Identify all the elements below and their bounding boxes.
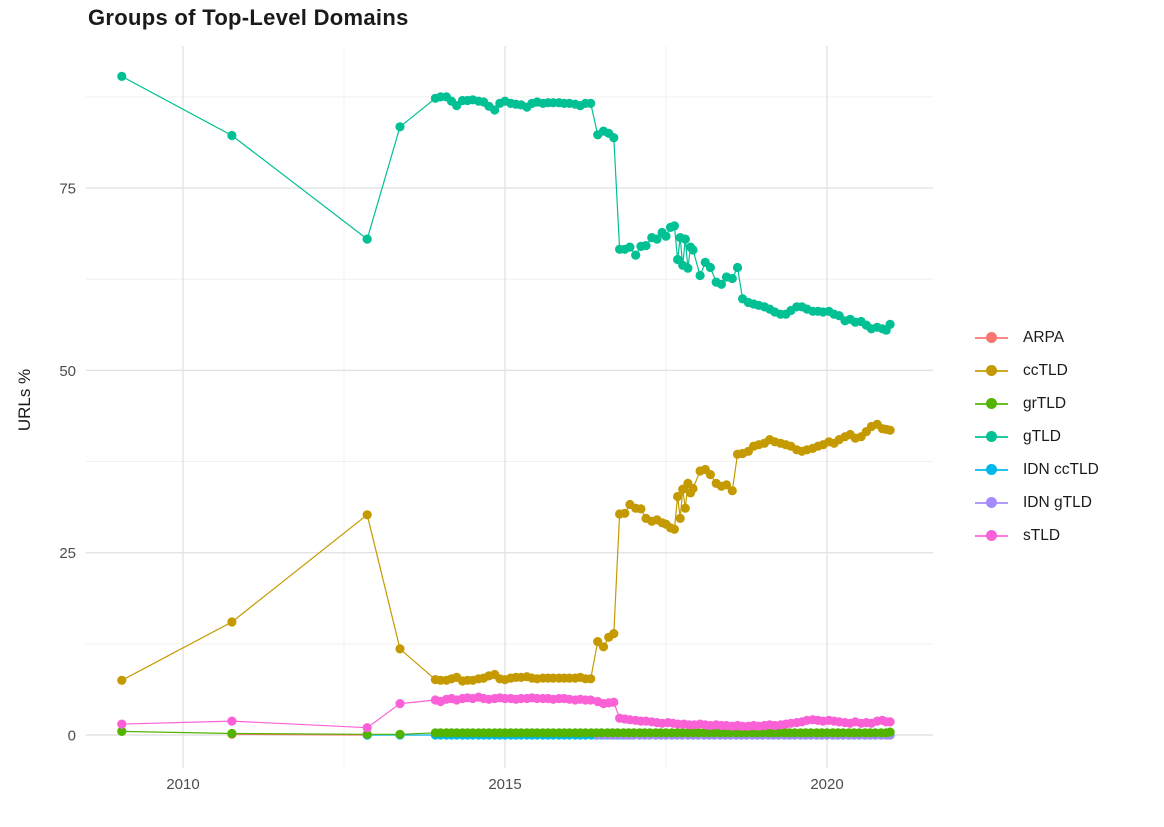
legend-label: sTLD [1023,526,1061,544]
legend-label: grTLD [1023,394,1067,412]
legend-item-gtld: gTLD [975,420,1099,453]
y-tick-label: 0 [68,728,76,745]
legend-item-cctld: ccTLD [975,354,1099,387]
series-point-cctld [673,491,683,502]
series-point-gtld [490,105,500,115]
legend-label: ARPA [1023,328,1065,346]
series-point-gtld [631,250,641,260]
legend-label: gTLD [1023,427,1061,445]
series-point-cctld [885,425,895,435]
series-point-cctld [620,508,630,518]
legend-item-idn-cctld: IDN ccTLD [975,453,1099,486]
series-point-gtld [609,133,619,143]
series-point-cctld [395,644,405,654]
series-point-gtld [680,234,690,244]
series-point-cctld [598,642,609,652]
series-point-stld [586,695,596,705]
legend-item-grtld: grTLD [975,387,1099,420]
series-point-stld [117,719,127,729]
series-point-cctld [362,510,372,520]
series-point-grtld [885,727,895,737]
legend-key-icon [975,463,1008,476]
series-point-grtld [117,726,127,737]
series-point-cctld [227,617,237,627]
x-tick-label: 2010 [166,776,199,793]
series-point-stld [227,716,237,726]
series-point-cctld [721,480,732,490]
series-point-gtld [669,221,680,231]
series-point-cctld [705,470,716,480]
legend-key-dot [986,332,997,343]
series-point-cctld [675,513,685,524]
series-point-cctld [609,629,619,639]
series-point-gtld [117,71,127,81]
legend-key-icon [975,529,1008,542]
legend-label: IDN gTLD [1023,493,1092,511]
series-point-gtld [732,262,743,273]
series-point-gtld [227,130,237,141]
legend-key-icon [975,397,1008,410]
series-point-cctld [586,674,596,684]
series-point-stld [609,697,619,707]
series-point-gtld [586,98,596,108]
series-point-gtld [705,262,716,273]
series-point-grtld [395,729,405,739]
legend-item-arpa: ARPA [975,321,1099,354]
series-point-gtld [688,245,698,255]
series-point-cctld [636,504,646,514]
series-point-grtld [362,729,372,739]
y-tick-label: 25 [59,545,76,562]
series-line-gtld [121,75,891,331]
series-point-gtld [695,270,705,281]
y-tick-label: 50 [59,363,76,380]
legend-key-dot [986,464,997,475]
series-point-grtld [227,728,237,739]
legend-key-icon [975,331,1008,344]
legend-item-idn-gtld: IDN gTLD [975,486,1099,519]
legend-key-icon [975,430,1008,443]
x-tick-label: 2020 [810,776,843,793]
legend-label: IDN ccTLD [1023,460,1099,478]
y-tick-label: 75 [59,181,76,198]
x-tick-label: 2015 [488,776,521,793]
series-point-gtld [641,241,651,251]
legend-key-dot [986,431,997,442]
series-point-stld [395,699,405,709]
legend: ARPA ccTLD grTLD gTLD IDN ccTLD IDN gTLD sTLD [975,321,1099,552]
series-point-gtld [625,242,635,252]
series-point-cctld [688,483,698,494]
series-point-cctld [727,486,737,496]
series-point-cctld [117,675,127,685]
series-point-gtld [395,122,405,132]
series-point-gtld [716,279,727,289]
series-point-gtld [683,263,693,273]
legend-label: ccTLD [1023,361,1068,379]
series-point-gtld [885,319,895,329]
series-point-gtld [727,273,737,284]
legend-key-dot [986,365,997,376]
series-line-arpa [231,733,368,736]
legend-key-dot [986,497,997,508]
legend-key-dot [986,398,997,409]
series-point-cctld [669,524,680,534]
series-point-gtld [652,234,662,244]
legend-key-icon [975,364,1008,377]
legend-key-dot [986,530,997,541]
series-point-gtld [661,231,671,241]
series-point-cctld [680,503,690,513]
chart-title: Groups of Top-Level Domains [88,5,409,30]
series-point-stld [885,717,895,727]
series-point-stld [362,723,372,733]
legend-key-icon [975,496,1008,509]
legend-item-stld: sTLD [975,519,1099,552]
series-point-gtld [362,234,372,244]
